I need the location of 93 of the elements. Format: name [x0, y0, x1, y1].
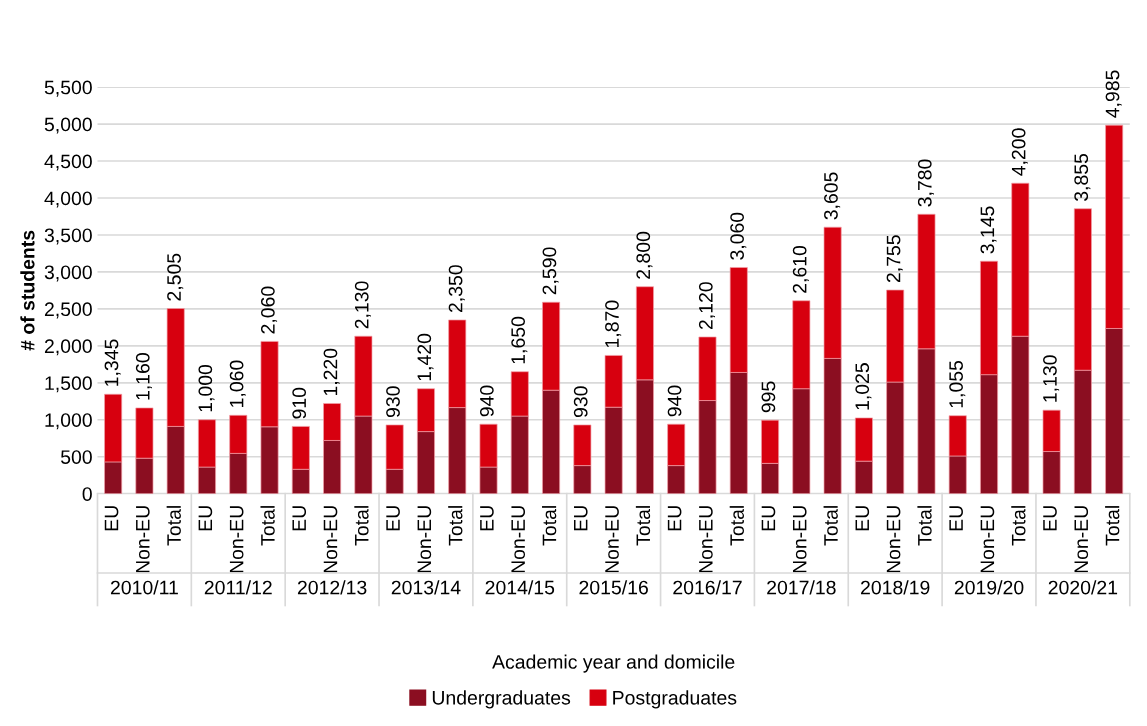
text: 2013/14 [391, 580, 461, 595]
x-tick-label: Non-EU [323, 506, 338, 573]
x-tick-label: Total [635, 506, 651, 546]
total-label: 2,350 [448, 265, 465, 313]
x-tick-label: Non-EU [136, 506, 150, 573]
x-tick-label: Total [354, 506, 369, 546]
x-tick-label: EU [104, 506, 119, 531]
total-label: 930 [386, 386, 400, 418]
x-tick-label: Non-EU [699, 506, 713, 573]
total-label: 3,605 [824, 172, 841, 220]
total-label: 1,220 [323, 348, 340, 396]
x-tick-label: EU [292, 506, 307, 531]
total-label: 1,160 [135, 353, 152, 400]
legend-label: Postgraduates [613, 690, 737, 709]
total-label: 2,130 [354, 281, 371, 329]
text: 2016/17 [673, 580, 742, 595]
y-tick-label: 3,500 [44, 228, 92, 245]
x-tick-label: EU [1043, 506, 1057, 531]
x-tick-label: Total [542, 506, 557, 546]
x-tick-label: EU [574, 506, 588, 531]
total-label: 3,060 [730, 212, 747, 260]
total-label: 2,610 [792, 245, 809, 293]
y-tick-label: 5,500 [44, 80, 92, 97]
x-tick-label: Total [260, 506, 275, 546]
total-label: 2,120 [698, 282, 716, 330]
x-tick-label: EU [761, 506, 776, 531]
x-tick-label: Total [823, 506, 838, 546]
y-tick-label: 4,500 [44, 154, 92, 171]
total-label: 2,590 [542, 247, 559, 295]
x-tick-label: Total [448, 506, 463, 546]
x-tick-label: EU [667, 506, 682, 531]
y-tick-label: 3,000 [44, 265, 92, 282]
x-tick-label: EU [480, 506, 494, 531]
total-label: 1,345 [104, 339, 121, 386]
total-label: 3,780 [917, 159, 934, 207]
x-tick-label: Non-EU [511, 506, 526, 573]
text: 2012/13 [297, 580, 367, 595]
total-label: 2,800 [636, 231, 653, 279]
y-tick-label: 5,000 [44, 117, 92, 134]
x-tick-label: Non-EU [980, 506, 995, 573]
text: 2015/16 [579, 580, 648, 595]
y-tick-label: 1,500 [45, 376, 92, 393]
total-label: 3,145 [980, 206, 997, 254]
x-tick-label: EU [198, 506, 213, 531]
x-tick-label: Non-EU [417, 506, 432, 573]
x-tick-label: Total [166, 506, 181, 546]
y-tick-label: 1,000 [45, 413, 92, 430]
legend-label: Undergraduates [432, 690, 571, 709]
text: 2020/21 [1048, 580, 1118, 595]
text: 2017/18 [767, 580, 836, 595]
total-label: 1,420 [417, 333, 434, 381]
x-tick-label: Total [729, 506, 744, 546]
total-label: 1,055 [949, 360, 966, 408]
y-axis-title: # of students [20, 230, 35, 351]
y-tick-label: 4,000 [44, 191, 92, 208]
x-axis-title: Academic year and domicile [492, 654, 735, 673]
text: 2018/19 [861, 580, 930, 595]
y-tick-label: 2,500 [44, 302, 92, 319]
total-label: 940 [667, 385, 682, 417]
total-label: 4,985 [1105, 70, 1122, 118]
total-label: 1,000 [198, 364, 215, 412]
total-label: 1,870 [605, 300, 622, 348]
total-label: 4,200 [1011, 128, 1028, 176]
total-label: 2,505 [167, 253, 184, 301]
x-tick-label: Non-EU [792, 506, 807, 573]
y-tick-label: 0 [82, 487, 92, 501]
total-label: 1,130 [1043, 355, 1060, 402]
x-tick-label: EU [949, 506, 963, 531]
x-tick-label: Non-EU [886, 506, 901, 573]
total-label: 930 [573, 386, 588, 418]
y-tick-label: 2,000 [44, 339, 92, 356]
total-label: 3,855 [1074, 153, 1091, 202]
total-label: 940 [479, 385, 494, 417]
total-label: 910 [292, 387, 307, 419]
total-label: 995 [761, 381, 776, 413]
x-tick-label: EU [855, 506, 870, 531]
x-tick-label: Total [1011, 506, 1026, 546]
total-label: 1,650 [511, 316, 528, 364]
x-tick-label: Total [1105, 506, 1120, 546]
total-label: 2,060 [261, 286, 278, 334]
total-label: 1,060 [229, 360, 246, 407]
x-tick-label: Non-EU [229, 506, 244, 573]
text: 2010/11 [110, 580, 178, 595]
x-tick-label: Non-EU [1074, 506, 1089, 573]
total-label: 1,025 [855, 363, 872, 410]
text: 2011/12 [204, 580, 272, 595]
x-tick-label: Total [917, 506, 932, 546]
y-tick-label: 500 [60, 450, 92, 464]
text: 2014/15 [485, 580, 555, 595]
total-label: 2,755 [886, 235, 903, 283]
text: 2019/20 [954, 580, 1024, 595]
x-tick-label: Non-EU [605, 506, 619, 573]
x-tick-label: EU [386, 506, 400, 531]
